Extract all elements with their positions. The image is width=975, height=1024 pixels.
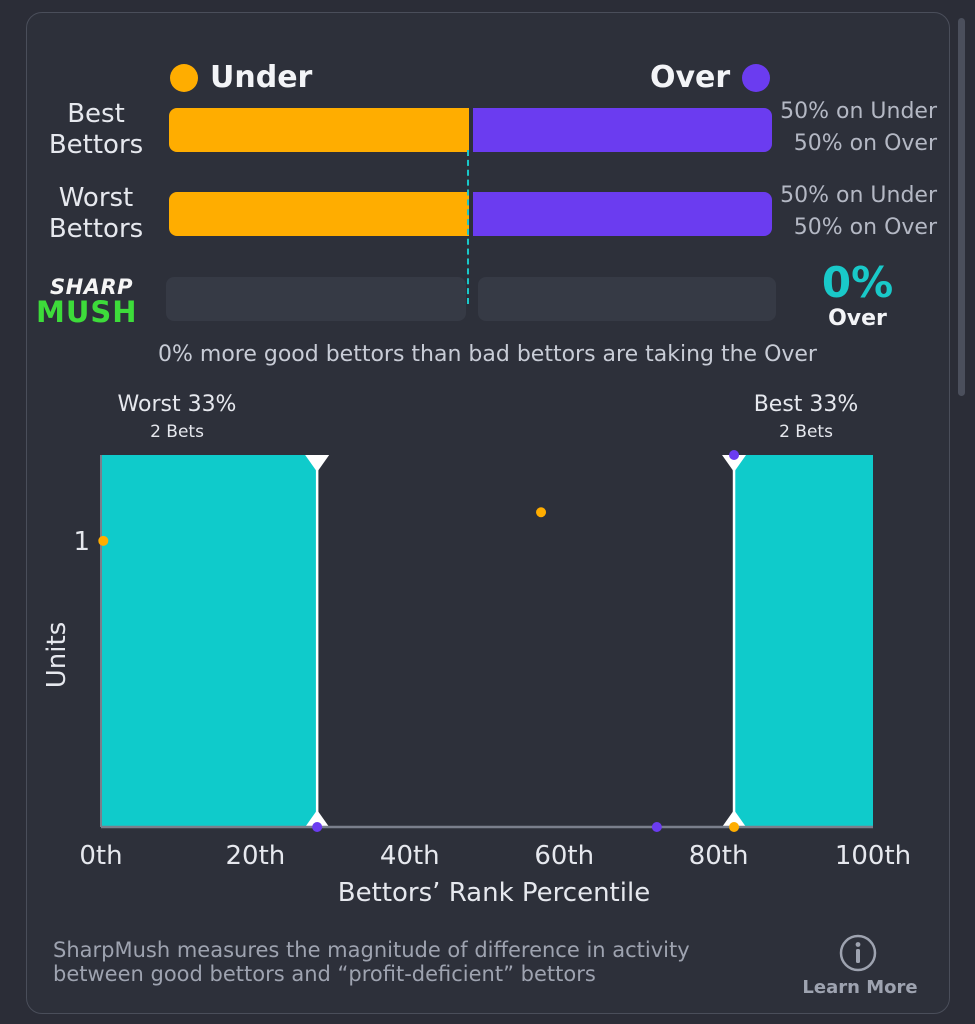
boundary-bottom-triangle-icon-0 xyxy=(305,810,330,827)
boundary-top-triangle-icon-0 xyxy=(305,455,330,472)
worst-bettors-label-line2: Bettors xyxy=(48,214,144,244)
best-bettors-label: Best Bettors xyxy=(40,99,152,161)
point-under-0 xyxy=(98,535,109,546)
best-over-percent: 50% on Over xyxy=(793,131,937,156)
sharpmush-bar-right xyxy=(478,277,776,321)
worst-bettors-label-line1: Worst xyxy=(58,183,134,213)
region-1 xyxy=(734,455,873,827)
y-axis-label: Units xyxy=(42,622,72,688)
sharpmush-value: 0% xyxy=(821,258,894,307)
best-group-title: Best 33% xyxy=(753,392,859,417)
footer-line1: SharpMush measures the magnitude of diff… xyxy=(53,938,690,962)
point-over-0 xyxy=(312,822,323,832)
units-chart: 0th 20th 40th 60th 80th 100th 1 Bettors’ Rank P… xyxy=(42,450,911,908)
point-under-2 xyxy=(729,822,740,832)
region-0 xyxy=(101,455,318,827)
best-group-bets: 2 Bets xyxy=(779,422,833,442)
boundary-top-triangle-icon-1 xyxy=(722,455,747,472)
over-dot-icon xyxy=(742,63,771,92)
footer-line2: between good bettors and “profit-deficie… xyxy=(53,962,596,986)
midline-divider xyxy=(467,150,469,304)
x-tick-label-2: 40th xyxy=(380,841,440,871)
point-over-1 xyxy=(651,822,662,832)
worst-group-bets: 2 Bets xyxy=(150,422,204,442)
x-axis-label: Bettors’ Rank Percentile xyxy=(338,878,650,908)
worst-bettors-label: Worst Bettors xyxy=(40,183,152,245)
best-bettors-percent: 50% on Under 50% on Over xyxy=(780,96,937,160)
best-bettors-label-line2: Bettors xyxy=(48,130,144,160)
worst-over-percent: 50% on Over xyxy=(793,215,937,240)
legend-under: Under xyxy=(170,60,312,95)
worst-under-percent: 50% on Under xyxy=(780,183,937,208)
worst-over-bar xyxy=(473,192,772,236)
x-tick-label-0: 0th xyxy=(79,841,122,871)
sharpmush-logo-top: SHARP xyxy=(50,275,134,299)
legend-over-label: Over xyxy=(650,60,731,95)
legend-under-label: Under xyxy=(210,60,313,95)
best-bettors-label-line1: Best xyxy=(67,99,125,129)
scrollbar[interactable] xyxy=(958,18,965,396)
footer-description: SharpMush measures the magnitude of diff… xyxy=(53,938,793,986)
sharpmush-value-label: Over xyxy=(828,306,887,331)
y-tick-label-0: 1 xyxy=(73,527,90,557)
learn-more-link[interactable]: Learn More xyxy=(802,977,918,998)
best-under-percent: 50% on Under xyxy=(780,99,937,124)
worst-under-bar xyxy=(169,192,469,236)
sharpmush-logo-bottom: MUSH xyxy=(36,295,138,329)
sharpmush-logo: SHARP MUSH xyxy=(36,275,152,337)
best-over-bar xyxy=(473,108,772,152)
point-under-1 xyxy=(536,507,547,518)
sharpmush-bar-left xyxy=(166,277,466,321)
x-tick-label-5: 100th xyxy=(835,841,911,871)
info-icon[interactable] xyxy=(838,933,878,973)
x-tick-label-4: 80th xyxy=(689,841,749,871)
summary-text: 0% more good bettors than bad bettors ar… xyxy=(158,342,817,367)
legend-over: Over xyxy=(650,60,771,95)
point-over-2 xyxy=(729,450,740,460)
x-tick-label-3: 60th xyxy=(534,841,594,871)
x-tick-label-1: 20th xyxy=(226,841,286,871)
boundary-bottom-triangle-icon-1 xyxy=(722,810,747,827)
worst-bettors-percent: 50% on Under 50% on Over xyxy=(780,180,937,244)
under-dot-icon xyxy=(170,63,198,92)
worst-group-title: Worst 33% xyxy=(117,392,237,417)
best-under-bar xyxy=(169,108,469,152)
